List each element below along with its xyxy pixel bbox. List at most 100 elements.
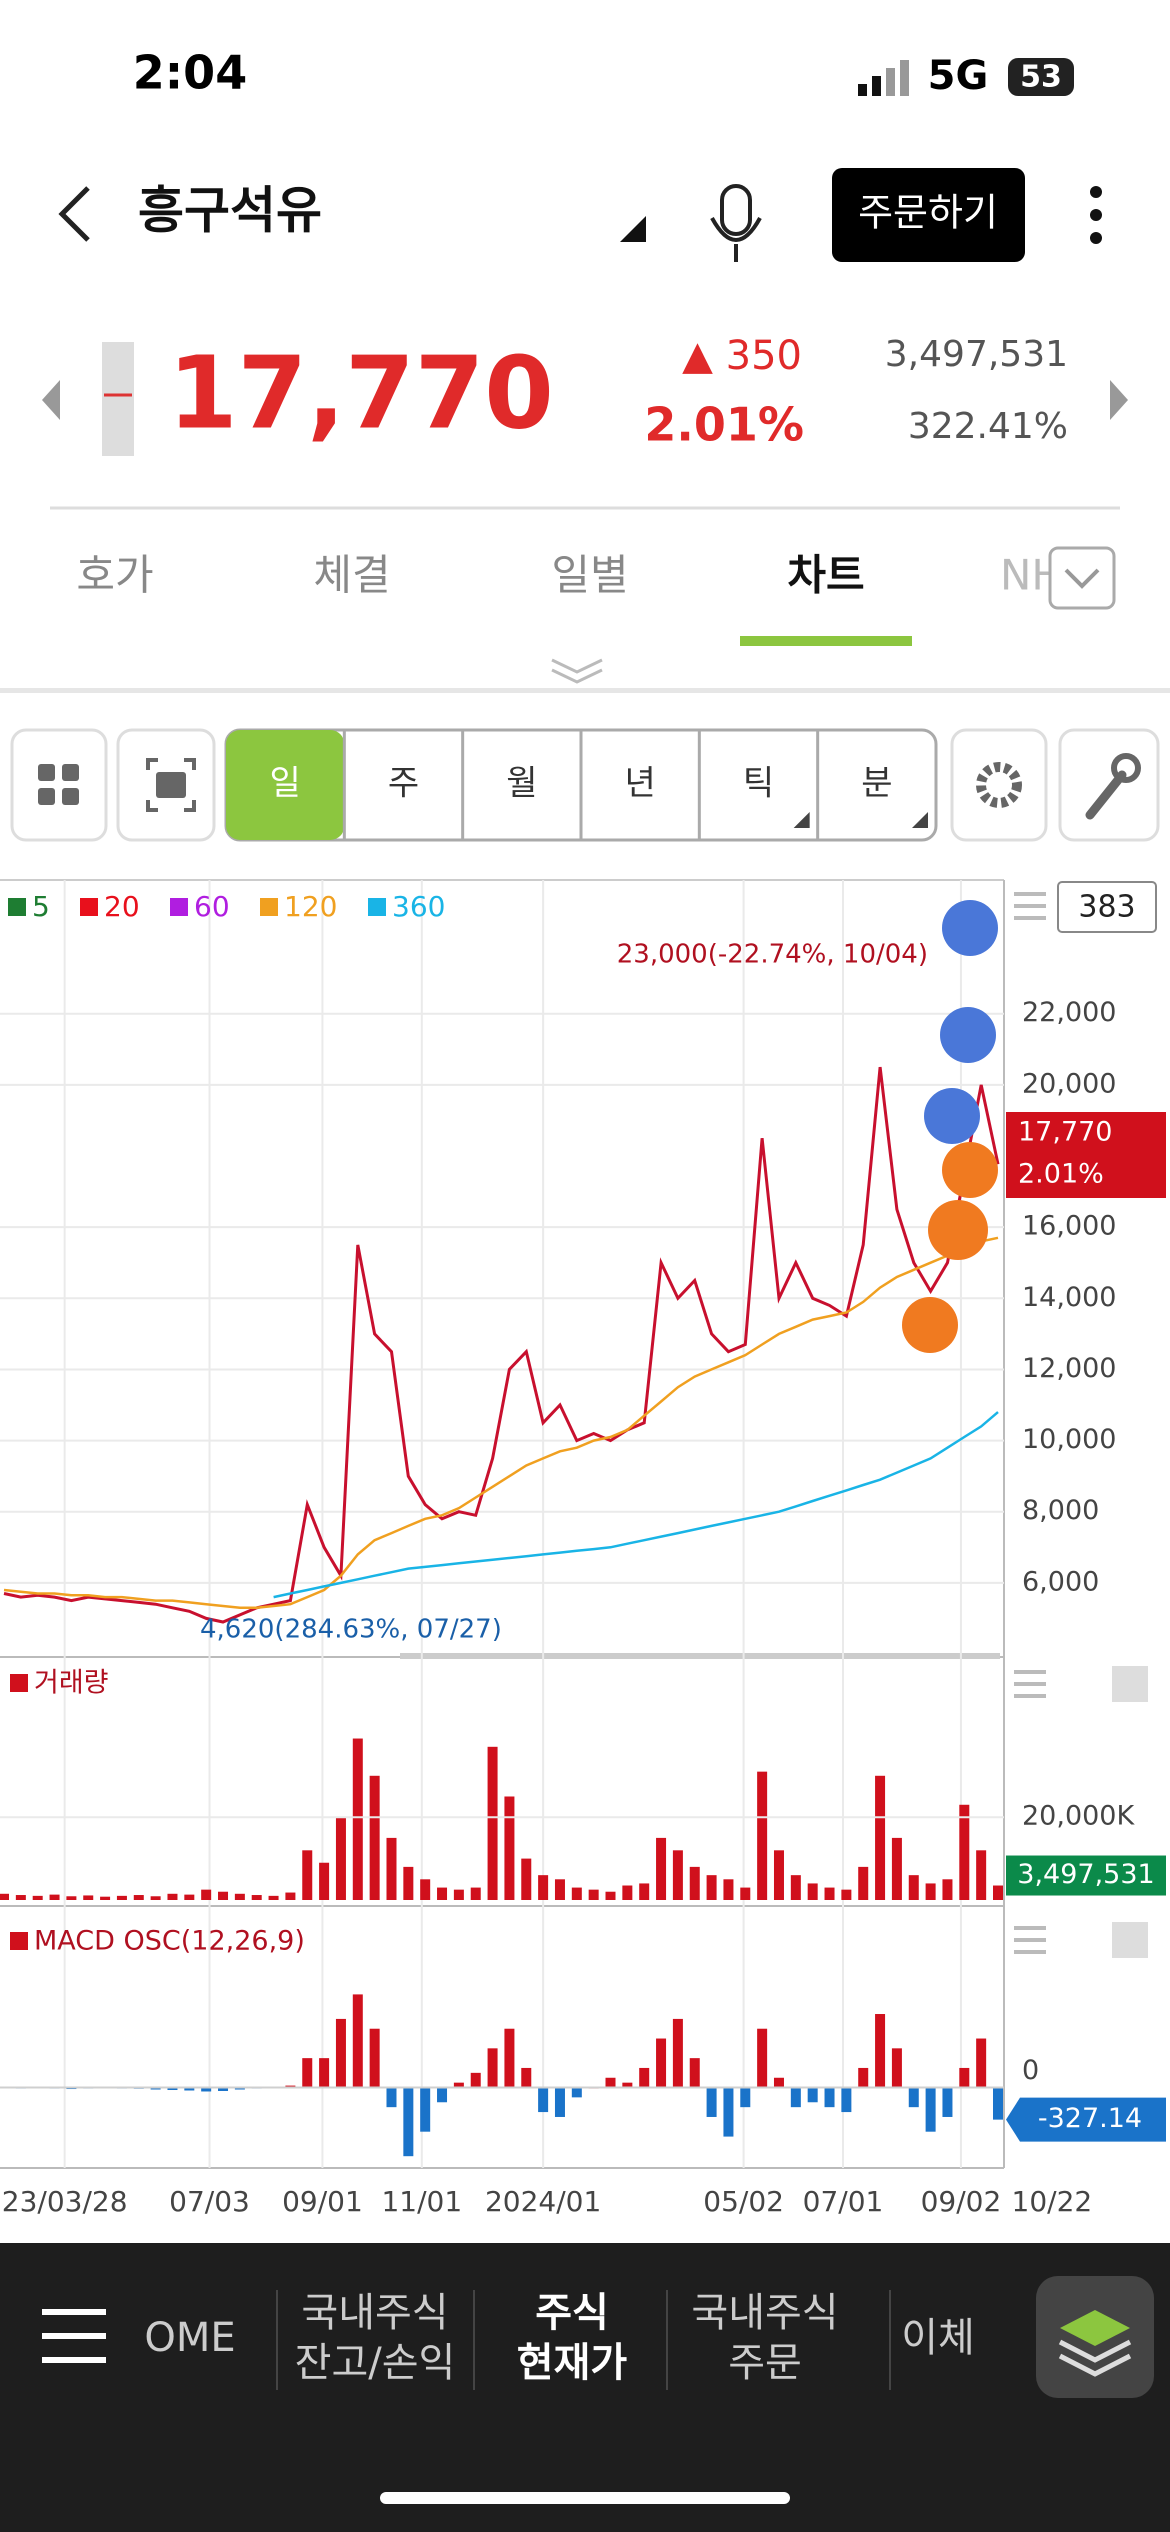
nav-item[interactable]: 잔고/손익 xyxy=(295,2340,456,2386)
bar xyxy=(740,2087,751,2108)
order-button-label[interactable]: 주문하기 xyxy=(858,191,998,235)
panel-close[interactable] xyxy=(1112,1666,1148,1702)
bar xyxy=(773,2077,784,2088)
panel-title-swatch xyxy=(10,1674,28,1692)
bar xyxy=(538,1875,549,1900)
settings-button[interactable] xyxy=(950,728,1048,842)
layout-button[interactable] xyxy=(10,728,108,842)
period-button[interactable]: 틱 xyxy=(743,764,774,804)
back-button[interactable] xyxy=(58,186,90,242)
bar xyxy=(908,1875,919,1900)
layers-icon xyxy=(1058,2339,1132,2377)
nav-item[interactable]: 주식 xyxy=(535,2290,609,2336)
bar xyxy=(49,1894,60,1900)
price-line xyxy=(273,1411,999,1599)
bar xyxy=(807,1883,818,1900)
bar xyxy=(976,1850,987,1900)
collapse-handle[interactable] xyxy=(551,658,603,684)
bar xyxy=(133,1895,144,1900)
nav-item[interactable]: 현재가 xyxy=(517,2340,628,2386)
bar xyxy=(554,2087,565,2117)
x-tick-label: 10/22 xyxy=(1012,2185,1093,2218)
tab[interactable]: 체결 xyxy=(313,551,390,600)
bar xyxy=(993,2087,1003,2120)
status-time: 2:04 xyxy=(133,46,247,100)
period-button[interactable]: 일 xyxy=(270,764,301,804)
tab[interactable]: 호가 xyxy=(76,551,153,600)
price-line xyxy=(3,1236,999,1610)
nav-item[interactable]: 이체 xyxy=(901,2315,975,2361)
bar xyxy=(285,1892,296,1900)
bar-count-box[interactable] xyxy=(1057,881,1157,933)
period-button[interactable]: 월 xyxy=(506,764,537,804)
legend-label: 60 xyxy=(194,890,230,923)
menu-button[interactable] xyxy=(42,2309,106,2363)
order-button[interactable] xyxy=(832,168,1025,262)
period-button[interactable]: 주 xyxy=(388,764,419,804)
bar xyxy=(976,2038,987,2088)
legend-swatch xyxy=(170,898,188,916)
bar xyxy=(723,2087,734,2137)
panel-menu[interactable] xyxy=(1014,1670,1046,1698)
legend-swatch xyxy=(8,898,26,916)
tab[interactable]: 일별 xyxy=(551,551,628,600)
bar xyxy=(403,1866,414,1900)
bottom-nav xyxy=(0,2243,1170,2532)
prev-stock[interactable] xyxy=(42,380,60,420)
bar xyxy=(622,1885,633,1900)
bar xyxy=(504,1796,515,1900)
layout-icon xyxy=(38,764,79,805)
period-button[interactable]: 분 xyxy=(861,764,892,804)
x-tick-label: 09/01 xyxy=(282,2185,363,2218)
nav-item[interactable]: OME xyxy=(144,2315,235,2361)
stock-title[interactable]: 흥구석유 xyxy=(138,182,322,240)
period-active[interactable] xyxy=(226,730,345,840)
signal-markers xyxy=(902,900,998,1353)
bar xyxy=(891,2048,902,2088)
bar xyxy=(403,2087,414,2157)
panel-title: 거래량 xyxy=(34,1668,109,1699)
current-price: 17,770 xyxy=(168,334,554,451)
title-dropdown[interactable] xyxy=(620,216,646,242)
volume-tag-value: 3,497,531 xyxy=(1017,1859,1154,1890)
bar xyxy=(942,2087,953,2117)
volume-tag xyxy=(1006,1855,1166,1896)
period-button[interactable]: 년 xyxy=(625,764,656,804)
tools-icon xyxy=(1085,770,1127,820)
nav-item[interactable]: 주문 xyxy=(728,2340,802,2386)
bar xyxy=(83,1895,94,1900)
legend-swatch xyxy=(80,898,98,916)
x-tick-label: 07/01 xyxy=(803,2185,884,2218)
bar xyxy=(0,1893,9,1900)
panel-close[interactable] xyxy=(1112,1922,1148,1958)
bar xyxy=(116,1895,127,1900)
tabs-more[interactable] xyxy=(1048,546,1116,610)
panel-menu[interactable] xyxy=(1014,892,1046,920)
bar xyxy=(706,2087,717,2117)
bar xyxy=(504,2028,515,2088)
home-indicator xyxy=(380,2492,790,2504)
bar xyxy=(369,1775,380,1900)
more-button[interactable] xyxy=(1090,186,1102,244)
bar xyxy=(32,1895,43,1900)
bar-count[interactable]: 383 xyxy=(1078,890,1135,925)
nav-item[interactable]: 국내주식 xyxy=(301,2290,448,2336)
bar xyxy=(841,2087,852,2113)
bar xyxy=(875,2014,886,2088)
panel-menu[interactable] xyxy=(1014,1926,1046,1954)
bar xyxy=(672,1850,683,1900)
y-tick-label: 12,000 xyxy=(1022,1353,1116,1384)
tab[interactable]: 차트 xyxy=(787,551,864,600)
bar xyxy=(302,1850,313,1900)
bar xyxy=(841,1889,852,1900)
bar xyxy=(487,2048,498,2088)
y-tick-label: 14,000 xyxy=(1022,1282,1116,1313)
next-stock[interactable] xyxy=(1110,380,1128,420)
panel-title-swatch xyxy=(10,1932,28,1950)
mic-button[interactable] xyxy=(710,184,762,262)
nav-item[interactable]: 국내주식 xyxy=(691,2290,838,2336)
bar xyxy=(757,1771,768,1900)
